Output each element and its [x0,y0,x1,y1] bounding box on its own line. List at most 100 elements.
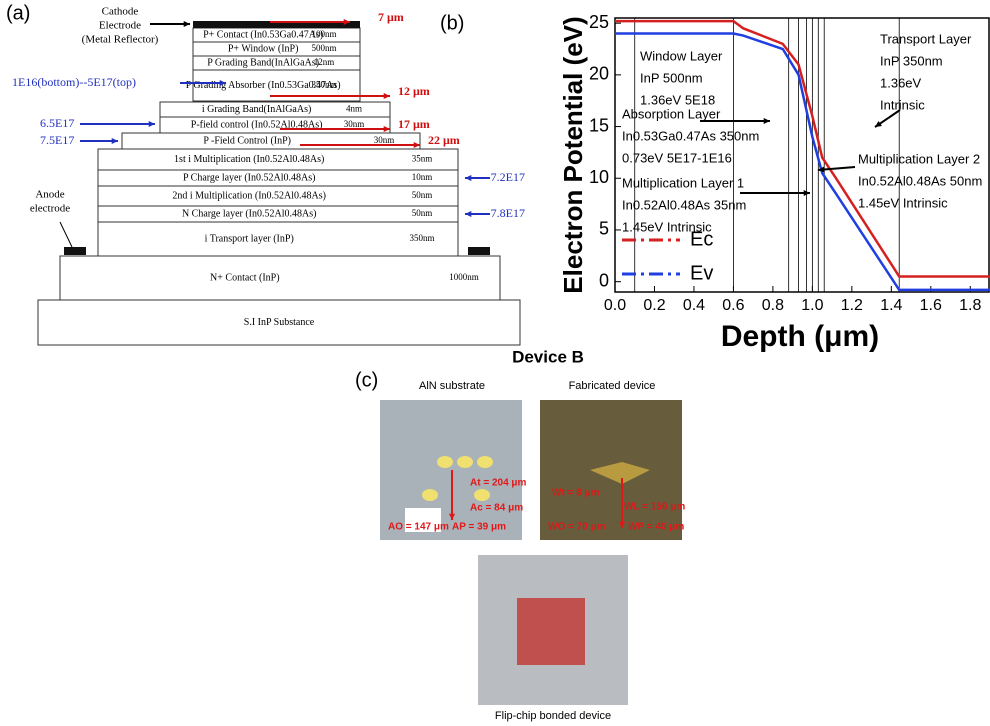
annotation: 1.45eV Intrinsic [858,195,948,210]
annotation: Multiplication Layer 1 [622,175,744,190]
x-tick-label: 1.0 [801,297,823,314]
anode-electrode [64,247,86,255]
x-axis-label: Depth (μm) [721,320,879,353]
arrow-head [149,121,155,127]
x-tick-label: 0.8 [762,297,784,314]
layer-thickness: 350nm [409,233,434,243]
panel-label: (a) [6,2,30,24]
bonded-die [517,598,585,665]
x-tick-label: 1.8 [959,297,981,314]
layer-thickness: 12nm [314,57,335,67]
y-tick-label: 10 [589,167,609,187]
anode-electrode [468,247,490,255]
layer-thickness: 4nm [346,104,362,114]
dimension-label: At = 204 μm [470,478,527,489]
pad [457,456,473,468]
width-label: 12 μm [398,84,430,98]
layer-name: P+ Window (InP) [228,43,299,54]
annotation: In0.53Ga0.47As 350nm [622,128,759,143]
x-tick-label: 1.4 [880,297,902,314]
annotation: Window Layer [640,48,723,63]
annotation: In0.52Al0.48As 50nm [858,173,982,188]
x-tick-label: 0.2 [643,297,665,314]
width-label: 7 μm [378,10,404,24]
photo-caption: Flip-chip bonded device [495,710,611,722]
annotation: Multiplication Layer 2 [858,151,980,166]
arrow-head [465,175,471,181]
y-axis-label: Electron Potential (eV) [558,16,588,293]
annotation: Intrinsic [880,97,925,112]
y-tick-label: 0 [599,270,609,290]
dimension-label: Ac = 84 μm [470,503,523,514]
layer-name: P Grading Band(InAlGaAs) [207,57,319,68]
layer-thickness: 1000nm [449,272,479,282]
layer-thickness: 100nm [311,29,336,39]
arrow-head [384,93,390,99]
cathode-label: Electrode [99,20,141,32]
anode-label: electrode [30,203,70,215]
annotation: Absorption Layer [622,106,721,121]
layer-thickness: 50nm [412,208,433,218]
arrow-head [184,21,190,27]
anode-label: Anode [35,189,64,201]
y-tick-label: 25 [589,12,609,32]
layer-name: 2nd i Multiplication (In0.52Al0.48As) [172,190,326,201]
panel-label: (b) [440,12,464,34]
layer-name: N Charge layer (In0.52Al0.48As) [182,208,317,219]
y-tick-label: 20 [589,64,609,84]
panel-title: Device B [512,347,584,366]
arrow-head [804,190,810,196]
layer-name: i Transport layer (InP) [205,233,294,244]
doping-label: 6.5E17 [40,116,74,130]
legend-label: Ev [690,262,713,284]
layer-name: P+ Contact (In0.53Ga0.47As) [203,29,323,40]
width-label: 22 μm [428,133,460,147]
layer-thickness: 500nm [311,43,336,53]
photo-caption: AlN substrate [419,380,485,392]
x-tick-label: 0.6 [722,297,744,314]
panel-label: (c) [355,369,378,391]
layer-name: P -Field Control (InP) [203,135,291,146]
pad [437,456,453,468]
arrow-head [112,138,118,144]
doping-label: 7.2E17 [491,170,525,184]
leader [60,222,72,247]
x-tick-label: 1.6 [920,297,942,314]
layer-thickness: 50nm [412,190,433,200]
annotation: InP 500nm [640,70,703,85]
layer-thickness: 10nm [412,172,433,182]
layer-name: S.I InP Substance [244,317,315,328]
x-tick-label: 0.4 [683,297,705,314]
y-tick-label: 15 [589,115,609,135]
doping-label: 7.8E17 [491,206,525,220]
dimension-label: AO = 147 μm [388,522,449,533]
y-tick-label: 5 [599,219,609,239]
layer-name: P Charge layer (In0.52Al0.48As) [183,172,315,183]
layer [60,256,500,300]
layer-name: 1st i Multiplication (In0.52Al0.48As) [174,154,324,165]
dimension-label: AP = 39 μm [452,522,506,533]
annotation: 1.36eV 5E18 [640,92,715,107]
arrow-head [764,118,770,124]
arrow-head [465,211,471,217]
annotation: 1.45eV Intrinsic [622,219,712,234]
annotation: 0.73eV 5E17-1E16 [622,150,732,165]
annotation: 1.36eV [880,75,922,90]
dimension-label: WL = 150 μm [624,502,685,513]
layer-thickness: 350nm [311,80,336,90]
dimension-label: WP = 40 μm [628,522,684,533]
cathode-label: (Metal Reflector) [82,34,159,46]
x-tick-label: 0.0 [604,297,626,314]
layer-name: i Grading Band(InAlGaAs) [202,104,311,115]
doping-label: 1E16(bottom)--5E17(top) [12,75,136,89]
dimension-label: WO = 70 μm [548,522,606,533]
width-label: 17 μm [398,117,430,131]
layer-thickness: 30nm [344,119,365,129]
annotation: Transport Layer [880,31,972,46]
annotation: In0.52Al0.48As 35nm [622,197,746,212]
dimension-label: Wt = 8 μm [552,488,600,499]
cathode-label: Cathode [102,6,139,18]
x-tick-label: 1.2 [841,297,863,314]
annotation: InP 350nm [880,53,943,68]
layer-thickness: 35nm [412,154,433,164]
